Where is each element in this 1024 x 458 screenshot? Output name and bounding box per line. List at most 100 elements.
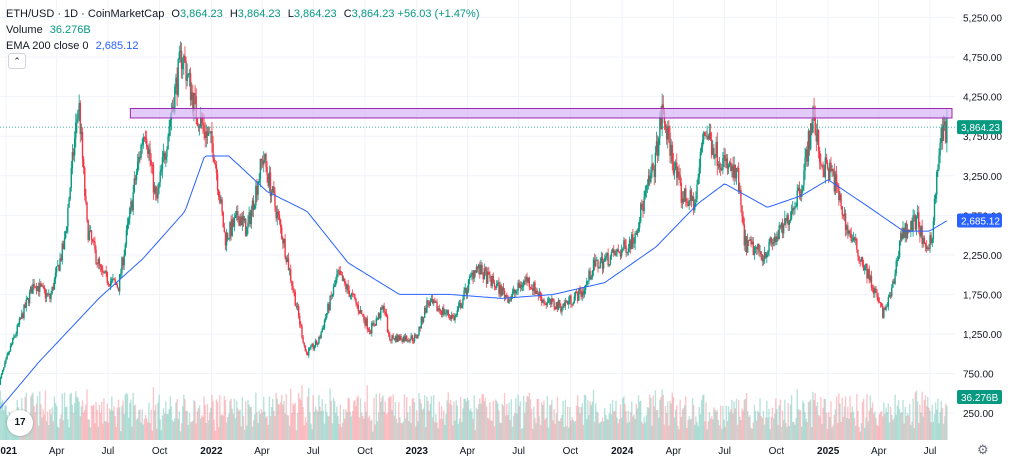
candle-body xyxy=(158,182,160,189)
candle-body xyxy=(866,263,868,279)
candle-body xyxy=(394,336,397,341)
candle-body xyxy=(519,284,522,289)
candle-body xyxy=(174,86,176,112)
candle-body xyxy=(706,135,708,137)
candle-body xyxy=(75,122,77,139)
symbol-title[interactable]: ETH/USD · 1D · CoinMarketCap xyxy=(6,8,165,20)
volume-bar xyxy=(773,413,776,440)
gear-icon[interactable]: ⚙ xyxy=(977,442,989,457)
volume-bar xyxy=(527,396,529,440)
candle-body xyxy=(885,306,887,310)
volume-bar xyxy=(649,394,651,440)
volume-bar xyxy=(211,394,213,440)
volume-bar xyxy=(624,403,626,440)
candle-body xyxy=(744,236,747,246)
candle-body xyxy=(4,362,6,368)
volume-bar xyxy=(223,396,226,440)
candle-body xyxy=(642,207,644,212)
volume-bar xyxy=(820,397,822,440)
candle-body xyxy=(436,302,438,311)
candle-body xyxy=(216,173,219,191)
volume-bar xyxy=(402,421,404,440)
volume-bar xyxy=(751,428,753,440)
candle-body xyxy=(368,329,371,332)
volume-bar xyxy=(382,395,384,440)
candle-body xyxy=(64,231,67,238)
candle-body xyxy=(89,230,92,232)
candle-body xyxy=(616,249,618,251)
candle-body xyxy=(735,168,738,179)
volume-bar xyxy=(158,394,160,440)
candle-body xyxy=(329,295,331,310)
candle-body xyxy=(582,291,585,295)
candle-body xyxy=(895,260,897,274)
legend-volume-row[interactable]: Volume 36.276B xyxy=(6,22,480,38)
candle-body xyxy=(810,123,812,150)
candle-body xyxy=(493,283,496,287)
volume-bar xyxy=(180,423,183,440)
candle-body xyxy=(521,285,524,288)
volume-bar xyxy=(147,422,149,440)
volume-bar xyxy=(939,412,941,440)
volume-bar xyxy=(878,414,881,440)
volume-bar xyxy=(536,398,538,440)
candle-body xyxy=(25,299,27,308)
candle-body xyxy=(428,303,430,306)
volume-bar xyxy=(564,399,567,440)
candle-body xyxy=(465,287,468,295)
candle-body xyxy=(933,198,936,222)
legend-ema-row[interactable]: EMA 200 close 0 2,685.12 xyxy=(6,38,480,54)
candle-body xyxy=(210,131,212,134)
volume-bar xyxy=(313,411,316,440)
candle-body xyxy=(43,286,45,290)
volume-bar xyxy=(354,399,356,440)
candle-body xyxy=(274,193,276,207)
volume-bar xyxy=(583,394,586,440)
volume-bar xyxy=(285,394,287,440)
volume-bar xyxy=(721,428,723,440)
candle-body xyxy=(58,265,60,271)
volume-bar xyxy=(525,402,527,440)
x-tick-label: Apr xyxy=(49,446,65,457)
volume-bar xyxy=(502,405,505,440)
volume-bar xyxy=(458,418,461,440)
candle-body xyxy=(0,374,3,378)
volume-bar xyxy=(463,398,465,440)
candle-body xyxy=(671,144,673,162)
candle-body xyxy=(300,324,302,326)
candle-body xyxy=(328,304,330,310)
volume-bar xyxy=(398,401,400,440)
volume-bar xyxy=(49,409,51,440)
volume-bar xyxy=(228,413,230,440)
candle-body xyxy=(733,164,735,178)
tradingview-logo[interactable]: 17 xyxy=(7,410,33,436)
candle-body xyxy=(375,318,377,326)
volume-bar xyxy=(804,412,806,440)
candle-body xyxy=(338,270,340,272)
volume-bar xyxy=(814,393,816,440)
candle-body xyxy=(140,144,142,158)
volume-bar xyxy=(867,421,869,440)
candle-body xyxy=(212,143,214,159)
volume-bar xyxy=(735,398,738,440)
candle-body xyxy=(431,299,434,304)
candle-body xyxy=(620,249,623,257)
volume-bar xyxy=(644,422,646,440)
candle-body xyxy=(553,300,555,308)
candle-body xyxy=(227,233,229,240)
volume-bar xyxy=(913,428,915,440)
candle-body xyxy=(471,272,473,276)
volume-bar xyxy=(482,394,484,440)
volume-bar xyxy=(82,412,85,440)
volume-bar xyxy=(581,403,583,440)
volume-bar xyxy=(258,410,260,440)
candle-body xyxy=(197,125,200,128)
volume-bar xyxy=(692,404,695,440)
chevron-up-icon[interactable]: ⌃ xyxy=(8,53,26,69)
volume-bar xyxy=(124,394,126,440)
candle-body xyxy=(859,261,861,262)
candle-body xyxy=(938,155,940,170)
volume-bar xyxy=(690,418,693,440)
volume-bar xyxy=(305,422,308,440)
